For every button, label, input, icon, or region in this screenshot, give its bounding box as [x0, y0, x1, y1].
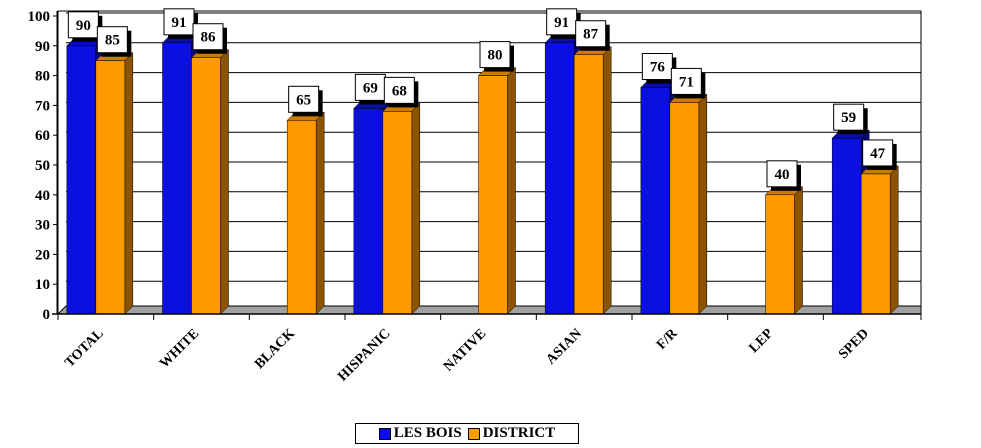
data-label: 59	[841, 110, 856, 126]
x-category-label: TOTAL	[62, 326, 106, 370]
bar-side-district	[124, 52, 134, 315]
data-label-group: 65	[288, 85, 323, 117]
data-label-box	[670, 67, 702, 95]
x-category-label: HISPANIC	[335, 326, 393, 384]
bars	[66, 34, 899, 315]
x-category-label: SPED	[836, 326, 872, 362]
bar-district-native	[478, 75, 508, 315]
legend-item-les-bois: LES BOIS	[378, 425, 462, 442]
x-category-label: F/R	[654, 326, 681, 353]
legend-swatch-les-bois	[378, 427, 391, 440]
data-label: 65	[296, 92, 311, 108]
bar-district-sped	[860, 173, 891, 315]
data-label-box	[641, 53, 673, 81]
data-label-group: 76	[641, 53, 677, 84]
data-label-box	[862, 139, 894, 167]
data-label-box	[766, 160, 798, 188]
data-label: 87	[583, 27, 599, 43]
bar-side-district	[698, 93, 708, 315]
bar-les-bois-asian	[544, 42, 575, 315]
y-tick-label: 60	[35, 128, 50, 144]
y-tick-label: 100	[28, 9, 51, 25]
data-label: 68	[392, 83, 407, 99]
x-category-label: NATIVE	[441, 326, 489, 374]
data-label-group: 86	[192, 23, 227, 54]
data-label-box	[96, 26, 128, 54]
bar-les-bois-hispanic	[353, 108, 384, 315]
data-label-group: 71	[670, 67, 706, 99]
y-tick-label: 70	[35, 98, 50, 114]
data-label-box	[163, 8, 195, 36]
bar-district-black	[286, 120, 317, 315]
bar-side-district	[794, 186, 803, 315]
x-category-label: WHITE	[157, 326, 202, 371]
data-labels: 90 85 91 86 65 69 68 80 91 87 76 71 40 59 47	[67, 8, 897, 191]
y-tick-label: 0	[43, 307, 51, 323]
y-tick-label: 40	[35, 188, 50, 204]
bar-district-hispanic	[382, 111, 413, 315]
bar-les-bois-total	[66, 45, 97, 315]
x-category-label: BLACK	[252, 326, 298, 372]
bar-side-district	[507, 66, 516, 315]
y-tick-label: 30	[35, 218, 50, 234]
data-label-group: 80	[479, 41, 514, 72]
data-label-box	[479, 41, 511, 69]
data-label-box	[546, 8, 578, 36]
bar-district-asian	[573, 54, 604, 315]
bar-side-district	[315, 111, 325, 315]
data-label-box	[192, 23, 224, 51]
y-tick-label: 10	[35, 277, 50, 293]
data-label-box	[288, 85, 320, 113]
bar-side-district	[220, 49, 229, 315]
data-label-group: 87	[575, 20, 610, 51]
bar-district-fr	[669, 102, 700, 315]
data-label-group: 59	[833, 103, 868, 135]
y-axis: 0 10 20 30 40 50 60 70 80 90 100	[28, 9, 58, 323]
data-label-box	[575, 20, 607, 48]
data-label: 47	[870, 146, 886, 162]
data-label: 71	[679, 74, 694, 90]
y-tick-label: 90	[35, 39, 50, 55]
data-label: 90	[76, 18, 91, 34]
bar-district-white	[191, 57, 221, 315]
x-category-label: ASIAN	[544, 326, 585, 367]
data-label: 40	[775, 167, 790, 183]
data-label: 85	[105, 33, 120, 49]
bar-les-bois-fr	[640, 87, 671, 315]
data-label: 76	[650, 60, 666, 76]
data-label: 80	[488, 48, 503, 64]
data-label-group: 85	[96, 26, 132, 57]
legend-swatch-district	[467, 427, 480, 440]
data-label: 91	[172, 15, 187, 31]
y-tick-label: 20	[35, 247, 50, 263]
bar-side-district	[889, 165, 899, 315]
legend-item-district: DISTRICT	[467, 425, 556, 442]
data-label-group: 68	[383, 76, 419, 108]
x-category-label: LEP	[746, 326, 776, 356]
bar-les-bois-white	[162, 42, 192, 315]
legend-label-les-bois: LES BOIS	[393, 425, 462, 441]
data-label: 69	[363, 80, 378, 96]
bar-les-bois-sped	[831, 137, 862, 315]
data-label-group: 47	[862, 139, 897, 170]
data-label-box	[67, 11, 99, 39]
data-label: 91	[554, 15, 569, 31]
bar-side-district	[411, 102, 421, 315]
data-label-box	[354, 73, 386, 101]
data-label-box	[383, 76, 415, 104]
bar-district-total	[95, 60, 126, 315]
bar-side-district	[602, 46, 612, 315]
bar-district-lep	[765, 194, 795, 315]
y-tick-label: 50	[35, 158, 50, 174]
legend: LES BOIS DISTRICT	[355, 423, 579, 444]
x-axis: TOTAL WHITE BLACK HISPANIC NATIVE ASIAN F/R LEP…	[52, 313, 922, 385]
y-tick-label: 80	[35, 69, 50, 85]
data-label: 86	[201, 30, 217, 46]
legend-label-district: DISTRICT	[482, 425, 556, 441]
data-label-box	[833, 103, 865, 131]
data-label-group: 40	[766, 160, 801, 191]
